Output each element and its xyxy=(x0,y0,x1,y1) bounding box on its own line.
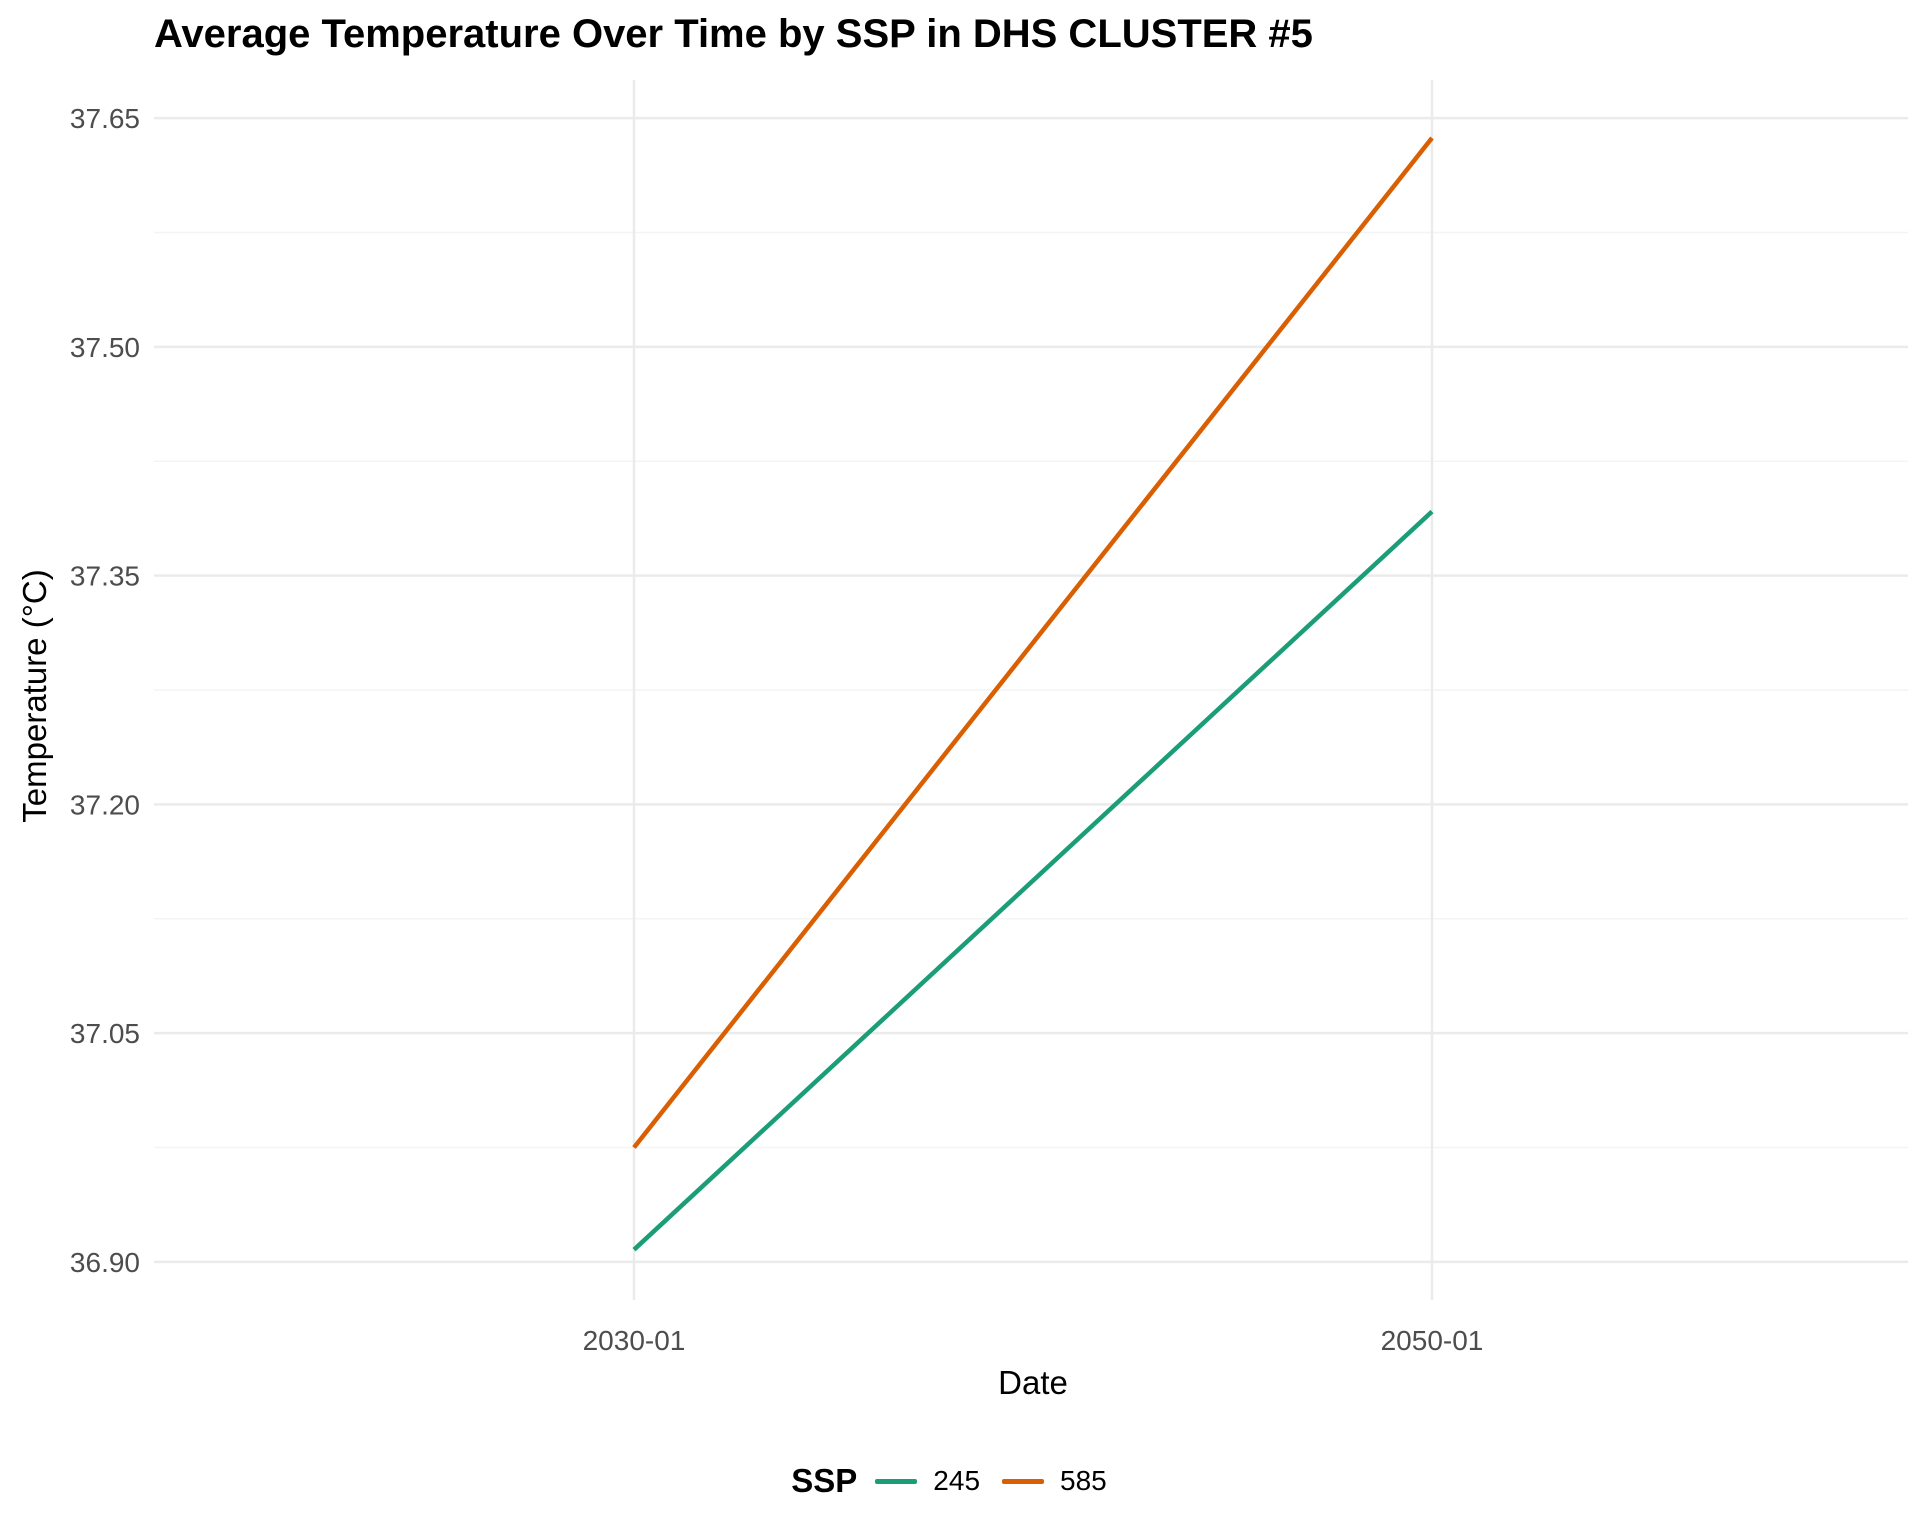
series-lines xyxy=(632,136,1434,1252)
minor-gridlines xyxy=(154,231,1908,1149)
series-line-585 xyxy=(632,136,1434,1149)
y-tick-label: 37.35 xyxy=(70,561,140,592)
legend-label-585: 585 xyxy=(1060,1465,1107,1496)
legend-key-585 xyxy=(1002,1478,1045,1484)
x-axis-ticks: 2030-01 2050-01 xyxy=(583,1325,1484,1356)
legend-label-245: 245 xyxy=(933,1465,981,1496)
y-axis-ticks: 36.90 37.05 37.20 37.35 37.50 37.65 xyxy=(70,103,140,1278)
y-tick-label: 37.20 xyxy=(70,789,140,820)
x-axis-title: Date xyxy=(998,1364,1068,1401)
y-tick-label: 36.90 xyxy=(70,1247,140,1278)
y-tick-label: 37.65 xyxy=(70,103,140,134)
series-line-245 xyxy=(632,509,1434,1252)
x-tick-label: 2030-01 xyxy=(583,1325,686,1356)
legend-item-245: 245 xyxy=(875,1465,980,1497)
y-axis-title: Temperature (°C) xyxy=(16,569,53,822)
y-tick-label: 37.05 xyxy=(70,1018,140,1049)
x-tick-label: 2050-01 xyxy=(1381,1325,1484,1356)
chart-title: Average Temperature Over Time by SSP in … xyxy=(154,12,1313,56)
legend-title: SSP xyxy=(791,1462,858,1499)
legend-key-245 xyxy=(875,1478,918,1484)
legend: SSP 245 585 xyxy=(0,1462,1920,1500)
legend-item-585: 585 xyxy=(1002,1465,1107,1497)
y-tick-label: 37.50 xyxy=(70,332,140,363)
major-gridlines xyxy=(154,80,1908,1300)
